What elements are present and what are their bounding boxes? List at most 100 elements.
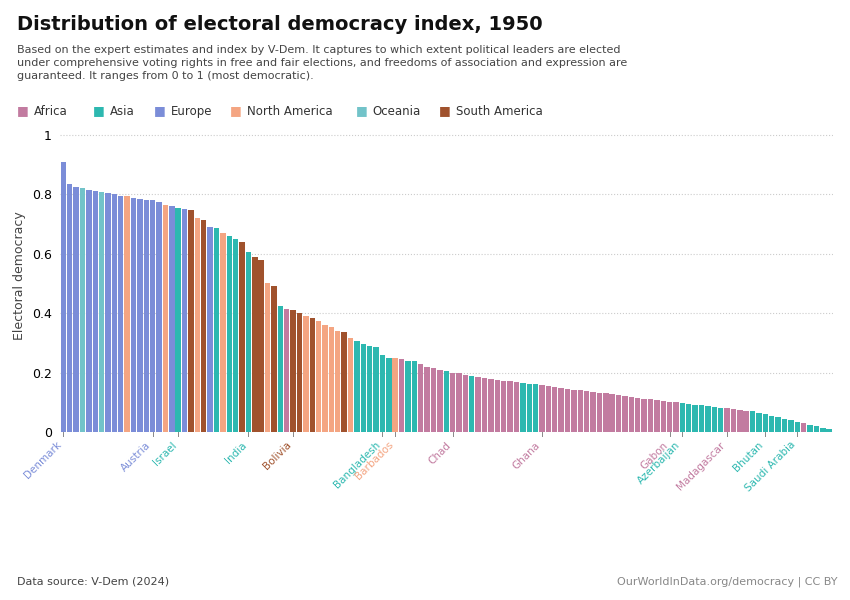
- Bar: [258, 260, 264, 432]
- Bar: [265, 283, 270, 432]
- Text: Azerbaijan: Azerbaijan: [636, 440, 683, 486]
- Bar: [558, 388, 564, 432]
- Text: Europe: Europe: [171, 104, 212, 118]
- Bar: [635, 398, 640, 432]
- Bar: [405, 361, 411, 432]
- Bar: [571, 390, 576, 432]
- Bar: [214, 229, 219, 432]
- Bar: [418, 364, 423, 432]
- Bar: [552, 387, 558, 432]
- Text: South America: South America: [456, 104, 542, 118]
- Bar: [526, 384, 532, 432]
- Text: Ghana: Ghana: [511, 440, 542, 471]
- Bar: [604, 394, 609, 432]
- Bar: [513, 382, 519, 432]
- Bar: [175, 208, 181, 432]
- Text: Madagascar: Madagascar: [675, 440, 727, 491]
- Bar: [105, 193, 111, 432]
- Bar: [144, 200, 149, 432]
- Text: ■: ■: [154, 104, 166, 118]
- Bar: [520, 383, 525, 432]
- Bar: [431, 368, 436, 432]
- Text: North America: North America: [246, 104, 332, 118]
- Bar: [469, 376, 474, 432]
- Bar: [201, 220, 207, 432]
- Bar: [737, 410, 743, 432]
- Bar: [329, 326, 334, 432]
- Text: in Data: in Data: [751, 43, 795, 53]
- Bar: [271, 286, 276, 432]
- Bar: [220, 233, 225, 432]
- Bar: [360, 344, 366, 432]
- Bar: [609, 394, 615, 432]
- Bar: [111, 194, 117, 432]
- Text: Israel: Israel: [151, 440, 178, 467]
- Bar: [233, 239, 238, 432]
- Text: India: India: [224, 440, 248, 465]
- Bar: [444, 371, 449, 432]
- Bar: [169, 206, 174, 432]
- Bar: [252, 257, 258, 432]
- Bar: [150, 200, 156, 432]
- Y-axis label: Electoral democracy: Electoral democracy: [14, 212, 26, 340]
- Bar: [654, 400, 660, 432]
- Bar: [86, 190, 92, 432]
- Text: Asia: Asia: [110, 104, 134, 118]
- Bar: [533, 385, 538, 432]
- Text: Our World: Our World: [741, 24, 804, 34]
- Text: Data source: V-Dem (2024): Data source: V-Dem (2024): [17, 577, 169, 587]
- Bar: [590, 392, 596, 432]
- Bar: [60, 162, 66, 432]
- Text: Barbados: Barbados: [354, 440, 395, 482]
- Bar: [808, 425, 813, 432]
- Bar: [584, 391, 589, 432]
- Text: Denmark: Denmark: [22, 440, 64, 481]
- Bar: [73, 187, 79, 432]
- Bar: [335, 331, 341, 432]
- Bar: [597, 393, 602, 432]
- Bar: [711, 407, 717, 432]
- Bar: [411, 361, 417, 432]
- Bar: [475, 377, 481, 432]
- Bar: [188, 210, 194, 432]
- Bar: [354, 341, 360, 432]
- Bar: [124, 196, 130, 432]
- Bar: [424, 367, 430, 432]
- Text: Distribution of electoral democracy index, 1950: Distribution of electoral democracy inde…: [17, 15, 542, 34]
- Bar: [616, 395, 621, 432]
- Bar: [724, 408, 730, 432]
- Bar: [744, 410, 749, 432]
- Text: ■: ■: [93, 104, 105, 118]
- Bar: [642, 399, 647, 432]
- Bar: [316, 320, 321, 432]
- Bar: [437, 370, 443, 432]
- Text: Gabon: Gabon: [638, 440, 670, 471]
- Bar: [156, 202, 162, 432]
- Bar: [693, 404, 698, 432]
- Bar: [291, 310, 296, 432]
- Bar: [309, 317, 315, 432]
- Bar: [393, 358, 398, 432]
- Bar: [131, 197, 136, 432]
- Text: ■: ■: [230, 104, 241, 118]
- Text: OurWorldInData.org/democracy | CC BY: OurWorldInData.org/democracy | CC BY: [617, 576, 837, 587]
- Bar: [93, 191, 98, 432]
- Bar: [820, 428, 825, 432]
- Bar: [227, 236, 232, 432]
- Bar: [367, 346, 372, 432]
- Bar: [373, 347, 379, 432]
- Bar: [546, 386, 551, 432]
- Bar: [680, 403, 685, 432]
- Text: Austria: Austria: [119, 440, 153, 473]
- Bar: [813, 426, 819, 432]
- Bar: [769, 416, 774, 432]
- Bar: [501, 381, 507, 432]
- Bar: [750, 411, 756, 432]
- Bar: [762, 414, 768, 432]
- Bar: [297, 313, 303, 432]
- Bar: [342, 332, 347, 432]
- Bar: [577, 391, 583, 432]
- Bar: [660, 401, 666, 432]
- Bar: [731, 409, 736, 432]
- Bar: [795, 422, 800, 432]
